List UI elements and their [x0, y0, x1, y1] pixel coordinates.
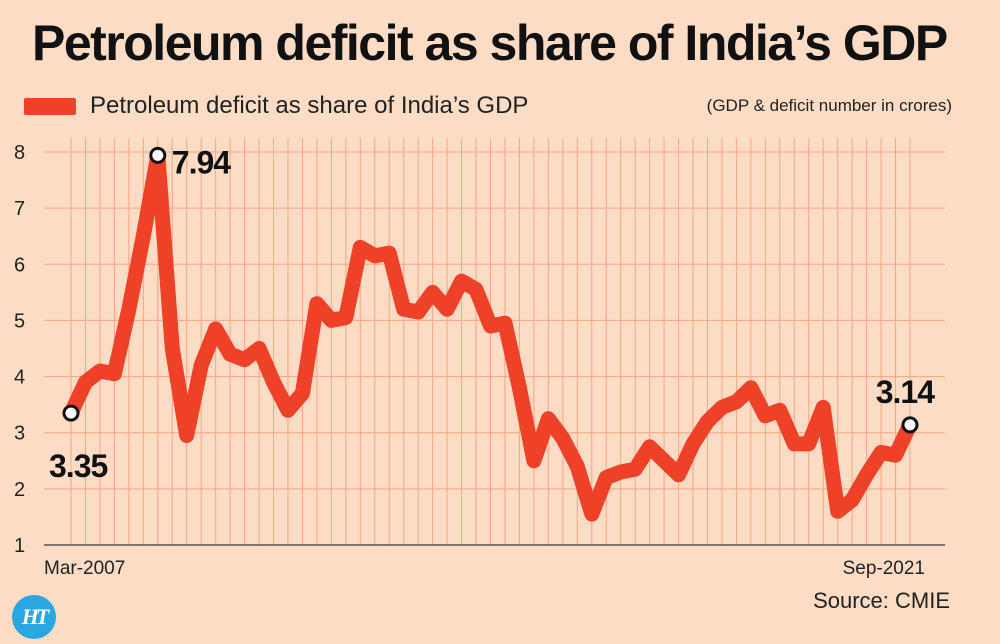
data-point-marker: [901, 416, 919, 434]
chart-title: Petroleum deficit as share of India’s GD…: [32, 15, 948, 71]
data-label: 7.94: [172, 144, 231, 180]
y-tick-label: 4: [14, 367, 25, 389]
data-point-marker: [62, 404, 80, 422]
data-label: 3.35: [49, 448, 107, 484]
source-label: Source: CMIE: [813, 588, 950, 613]
legend: Petroleum deficit as share of India’s GD…: [24, 92, 528, 120]
y-tick-label: 3: [14, 423, 25, 445]
units-note: (GDP & deficit number in crores): [706, 96, 952, 115]
y-tick-label: 8: [14, 142, 25, 164]
y-tick-label: 7: [14, 198, 25, 220]
y-tick-label: 1: [14, 535, 25, 557]
legend-swatch: [24, 97, 76, 115]
data-point-marker: [149, 146, 167, 164]
ht-logo: HT: [12, 595, 56, 639]
data-label: 3.14: [876, 374, 935, 410]
x-tick-label: Mar-2007: [44, 558, 125, 579]
x-tick-label: Sep-2021: [843, 558, 925, 579]
y-tick-label: 2: [14, 479, 25, 501]
series-line: [63, 147, 918, 522]
y-tick-label: 6: [14, 254, 25, 276]
legend-label: Petroleum deficit as share of India’s GD…: [90, 92, 529, 119]
y-tick-label: 5: [14, 310, 25, 332]
